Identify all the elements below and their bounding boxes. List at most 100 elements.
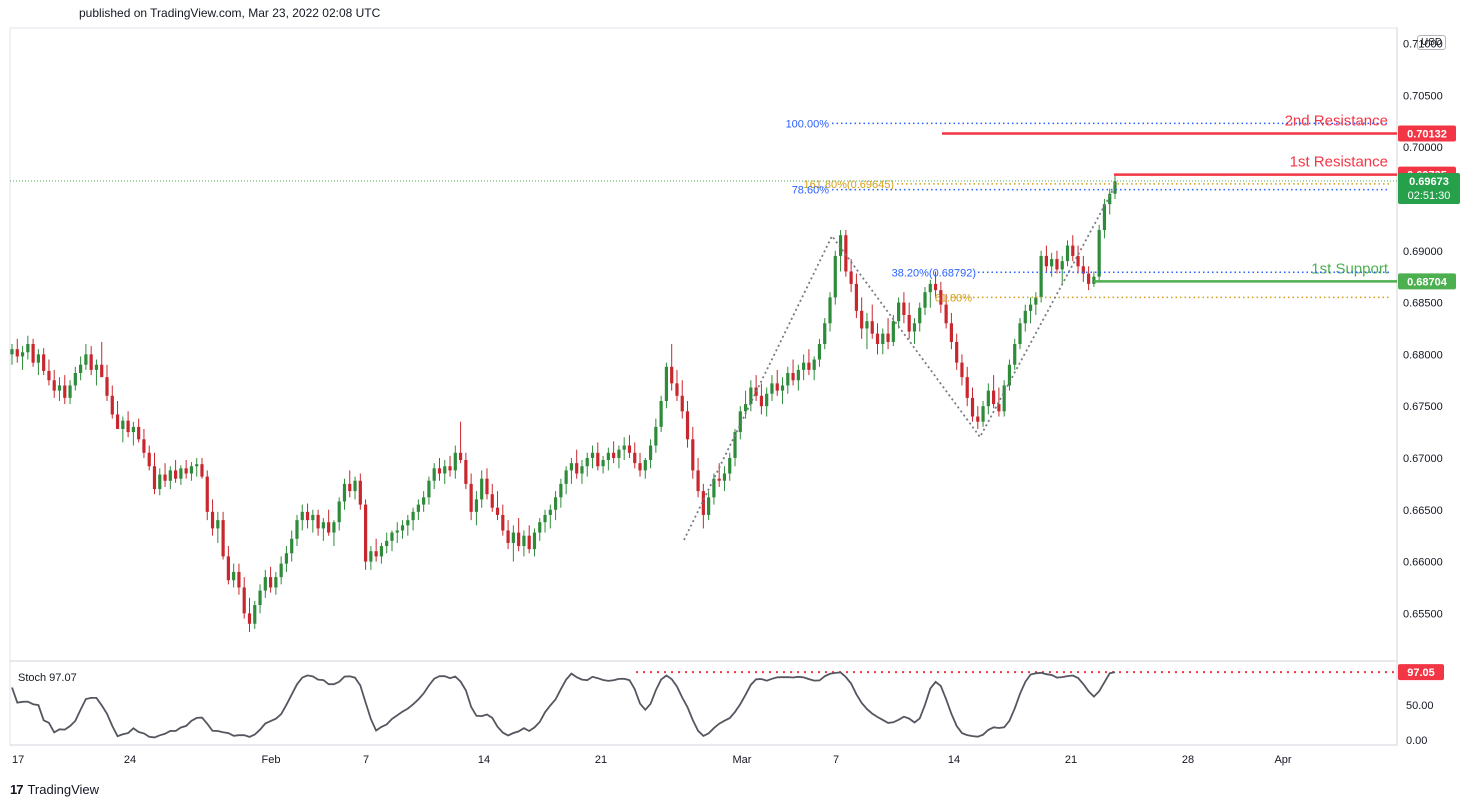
x-tick-label: 21 [595,754,607,766]
candle-body [659,400,663,427]
candle-body [416,504,420,512]
candle-body [268,577,273,588]
candle-body [992,390,996,405]
candle-body [643,460,647,471]
candle-body [1065,245,1070,262]
candle-body [126,420,130,433]
candle-body [237,571,241,588]
candle-body [158,474,162,490]
candle-body [1013,344,1017,365]
candle-body [1007,364,1012,386]
footer-brand-label: TradingView [27,782,100,797]
candle-body [453,452,457,471]
plot-frame [9,27,1398,746]
candle-body [860,310,864,329]
candle-body [400,525,405,531]
published-header: published on TradingView.com, Mar 23, 20… [79,6,381,20]
candlestick-series [10,176,1117,633]
candle-body [1002,385,1006,412]
stoch-line [11,671,1116,739]
stochastic-pane: Stoch 97.07 97.05 50.00 0.00 [11,664,1444,747]
candle-body [759,395,764,407]
candle-body [564,470,568,484]
candle-body [802,362,806,370]
candle-body [448,466,452,471]
candle-body [1039,255,1043,298]
candle-body [596,452,600,467]
candle-body [960,362,964,378]
candle-body [474,499,479,512]
candle-body [232,571,236,581]
x-tick-label: Mar [733,754,752,766]
candle-body [395,530,399,533]
y-tick-label: 0.71000 [1403,39,1443,51]
candle-body [912,323,917,332]
candle-body [707,497,711,515]
candle-body [886,333,890,342]
candle-body [295,520,299,539]
candle-body [79,364,83,374]
candle-body [42,354,46,371]
candle-body [73,373,77,386]
candle-body [648,445,653,461]
x-tick-label: 28 [1182,754,1194,766]
candle-body [569,463,574,471]
level-price-tag [1398,125,1456,142]
candle-body [1092,276,1096,284]
candle-body [807,362,811,370]
currency-badge[interactable]: USD [1417,35,1447,50]
stoch-level-text: 97.05 [1407,667,1435,679]
candle-body [406,520,410,526]
level-price-tag [1398,273,1456,290]
candle-body [670,366,674,384]
candle-body [580,466,584,474]
candle-body [94,364,99,370]
candle-body [823,323,827,344]
candle-body [274,577,278,588]
fib-label: 100.00% [786,118,830,130]
candle-body [865,321,869,329]
candle-body [733,432,737,458]
candle-body [949,323,953,342]
x-tick-label: 14 [948,754,960,766]
candle-body [163,474,167,481]
candle-body [986,390,990,407]
candle-body [195,464,199,467]
candle-body [838,235,843,256]
candle-body [738,411,742,433]
candle-body [506,530,510,543]
candle-body [279,563,283,578]
candle-body [517,532,521,547]
candle-body [226,556,230,581]
stoch-tick-label: 0.00 [1406,735,1427,747]
fib-label: 38.20%(0.68792) [892,267,976,279]
candle-body [105,377,109,396]
candle-body [796,369,800,381]
candle-body [358,480,362,505]
candle-body [691,439,695,471]
candle-body [511,532,515,543]
candle-body [902,302,906,315]
candle-body [622,445,626,450]
candle-body [553,497,558,510]
candle-body [970,397,975,417]
candle-body [1034,297,1038,305]
candle-body [464,460,468,484]
candle-body [490,494,494,508]
candle-body [786,373,790,386]
candle-body [849,271,853,284]
candle-body [52,380,56,391]
candle-body [638,463,642,471]
candle-body [142,439,146,453]
last-price-tag [1398,173,1460,205]
candle-body [247,613,252,624]
footer-brand[interactable]: 17 TradingView [10,782,99,797]
y-tick-label: 0.67500 [1403,401,1443,413]
candle-body [527,535,531,550]
candle-body [300,511,304,521]
candle-body [965,377,969,398]
candle-body [390,532,394,541]
x-tick-label: 7 [833,754,839,766]
axes: 0.71000 0.70500 0.70000 0.69000 0.68500 0.680… [12,39,1443,766]
